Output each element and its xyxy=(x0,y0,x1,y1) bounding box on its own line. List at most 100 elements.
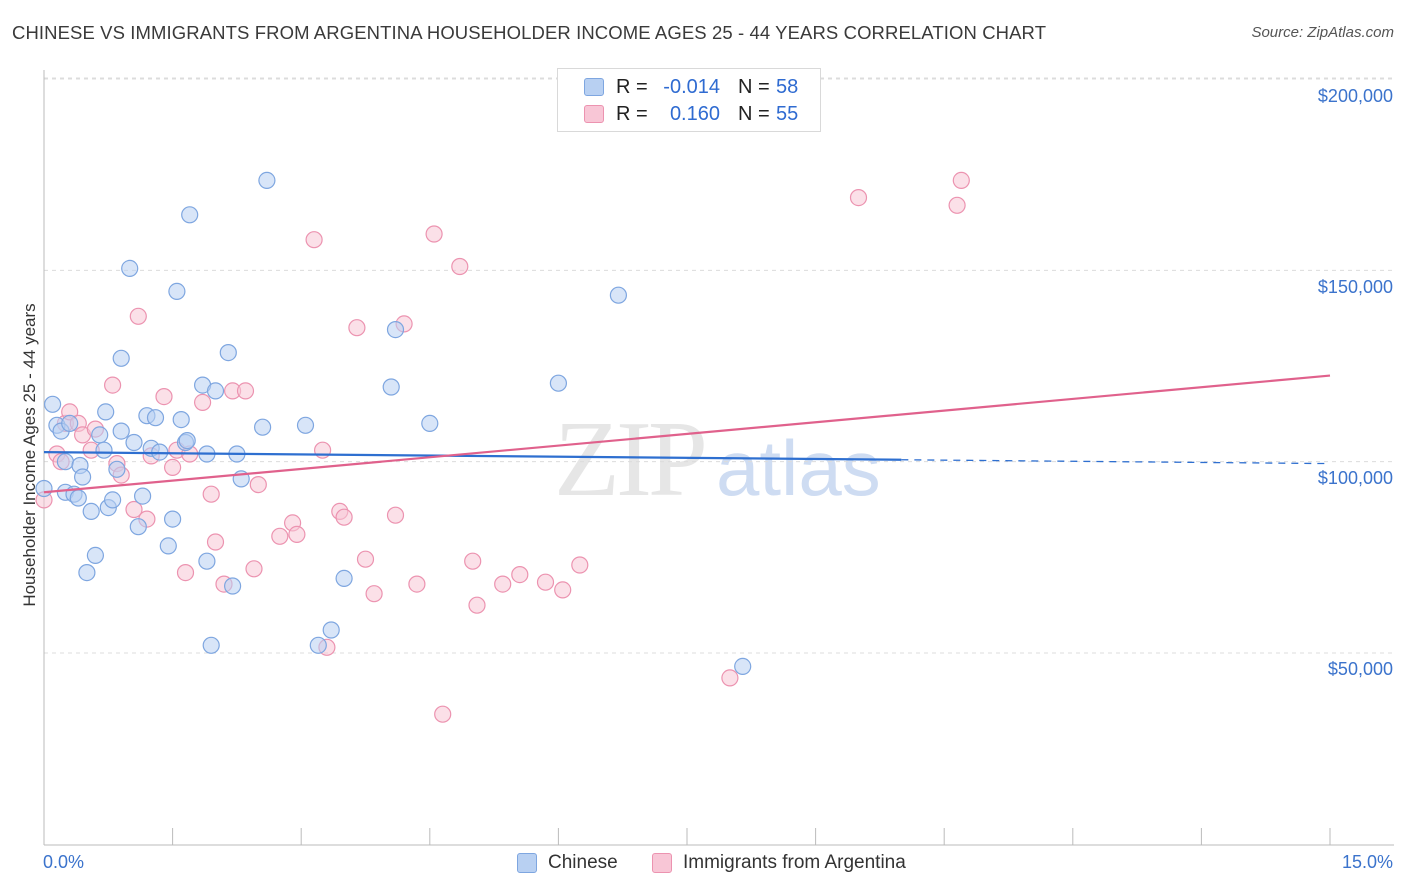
argentina-point-27 xyxy=(245,560,263,578)
y-tick-label-200000: $200,000 xyxy=(1317,86,1393,106)
chinese-point-36 xyxy=(181,206,199,224)
argentina-point-43 xyxy=(425,225,443,243)
chinese-point-13 xyxy=(86,546,105,565)
argentina-swatch xyxy=(584,105,604,123)
r-label: R = xyxy=(616,102,648,125)
chinese-point-33 xyxy=(172,411,190,429)
argentina-point-37 xyxy=(348,319,366,337)
stats-row-chinese: R = -0.014 N = 58 xyxy=(584,74,798,100)
argentina-trend-line xyxy=(43,374,1331,494)
stats-legend: R = -0.014 N = 58 R = 0.160 N = 55 xyxy=(557,68,821,132)
watermark-zip: ZIP xyxy=(554,400,708,519)
x-tick-label-max: 15.0% xyxy=(1341,852,1393,872)
argentina-point-31 xyxy=(288,525,306,544)
argentina-point-42 xyxy=(408,575,426,593)
argentina-point-29 xyxy=(271,527,289,545)
chinese-point-19 xyxy=(108,460,126,478)
chinese-point-21 xyxy=(112,349,130,367)
argentina-point-23 xyxy=(206,533,225,551)
argentina-point-12 xyxy=(125,500,143,519)
chinese-point-48 xyxy=(296,416,315,434)
argentina-point-49 xyxy=(511,565,529,584)
argentina-point-17 xyxy=(164,458,182,476)
chinese-point-8 xyxy=(69,489,87,507)
chinese-point-24 xyxy=(129,518,147,536)
chinese-point-10 xyxy=(73,468,92,486)
chinese-point-50 xyxy=(322,621,340,639)
argentina-point-13 xyxy=(129,307,147,325)
legend-item-chinese[interactable]: Chinese xyxy=(517,852,618,874)
argentina-point-47 xyxy=(468,596,486,614)
chinese-point-35 xyxy=(178,432,196,450)
chinese-point-51 xyxy=(335,569,353,588)
y-tick-label-100000: $100,000 xyxy=(1317,468,1393,488)
argentina-point-38 xyxy=(356,550,375,568)
argentina-point-50 xyxy=(536,573,555,591)
chinese-point-32 xyxy=(168,282,186,300)
argentina-point-9 xyxy=(103,376,122,394)
argentina-point-26 xyxy=(236,382,255,400)
chinese-point-25 xyxy=(134,487,152,505)
x-tick-label-min: 0.0% xyxy=(43,852,85,872)
chinese-point-18 xyxy=(103,491,122,509)
chinese-point-56 xyxy=(609,286,628,304)
chinese-point-53 xyxy=(386,321,405,339)
n-label: N = xyxy=(738,75,770,98)
chinese-point-14 xyxy=(91,426,109,444)
argentina-point-46 xyxy=(464,552,482,570)
argentina-point-36 xyxy=(335,508,353,526)
argentina-point-39 xyxy=(365,585,383,603)
chinese-point-55 xyxy=(549,374,568,392)
argentina-point-20 xyxy=(176,563,195,582)
chinese-point-30 xyxy=(159,537,177,555)
r-value: -0.014 xyxy=(663,75,720,98)
chart-title: CHINESE VS IMMIGRANTS FROM ARGENTINA HOU… xyxy=(12,22,1047,43)
argentina-point-45 xyxy=(451,257,469,276)
argentina-point-44 xyxy=(434,705,452,723)
trend-lines xyxy=(43,374,1331,494)
legend-label-argentina: Immigrants from Argentina xyxy=(683,852,906,873)
y-tick-label-150000: $150,000 xyxy=(1317,277,1393,297)
chinese-point-5 xyxy=(56,453,75,471)
axes xyxy=(43,70,1394,846)
argentina-point-22 xyxy=(202,485,220,503)
stats-row-argentina: R = 0.160 N = 55 xyxy=(584,101,798,127)
chinese-point-41 xyxy=(206,382,225,400)
argentina-point-55 xyxy=(948,196,966,214)
chinese-point-22 xyxy=(121,259,139,277)
chinese-point-43 xyxy=(224,577,242,595)
chinese-point-49 xyxy=(309,636,327,654)
argentina-point-21 xyxy=(194,393,212,411)
legend-item-argentina[interactable]: Immigrants from Argentina xyxy=(652,852,906,874)
chinese-point-15 xyxy=(95,441,113,459)
argentina-point-48 xyxy=(494,575,512,593)
chinese-point-39 xyxy=(198,552,216,570)
chinese-swatch xyxy=(584,78,604,96)
argentina-point-54 xyxy=(849,189,868,207)
chinese-point-54 xyxy=(421,414,439,432)
argentina-point-40 xyxy=(386,506,405,524)
r-label: R = xyxy=(616,75,648,98)
argentina-legend-swatch xyxy=(652,853,672,873)
argentina-point-28 xyxy=(249,476,267,494)
argentina-point-32 xyxy=(305,231,323,249)
n-label: N = xyxy=(738,102,770,125)
y-tick-label-50000: $50,000 xyxy=(1327,659,1393,679)
chinese-point-31 xyxy=(164,510,182,528)
chinese-points xyxy=(35,171,752,676)
chinese-trend-extension xyxy=(901,459,1331,465)
argentina-point-51 xyxy=(554,581,572,599)
chinese-point-57 xyxy=(734,657,752,676)
chinese-point-46 xyxy=(254,418,272,436)
argentina-point-52 xyxy=(571,556,589,574)
chinese-legend-swatch xyxy=(517,853,537,873)
n-value: 58 xyxy=(776,75,799,98)
r-value: 0.160 xyxy=(669,102,720,125)
chinese-point-16 xyxy=(97,403,115,421)
chinese-trend-line xyxy=(43,451,902,461)
argentina-point-16 xyxy=(155,388,173,406)
chinese-point-40 xyxy=(202,636,220,654)
chinese-point-6 xyxy=(61,414,79,432)
chinese-point-20 xyxy=(112,422,130,440)
